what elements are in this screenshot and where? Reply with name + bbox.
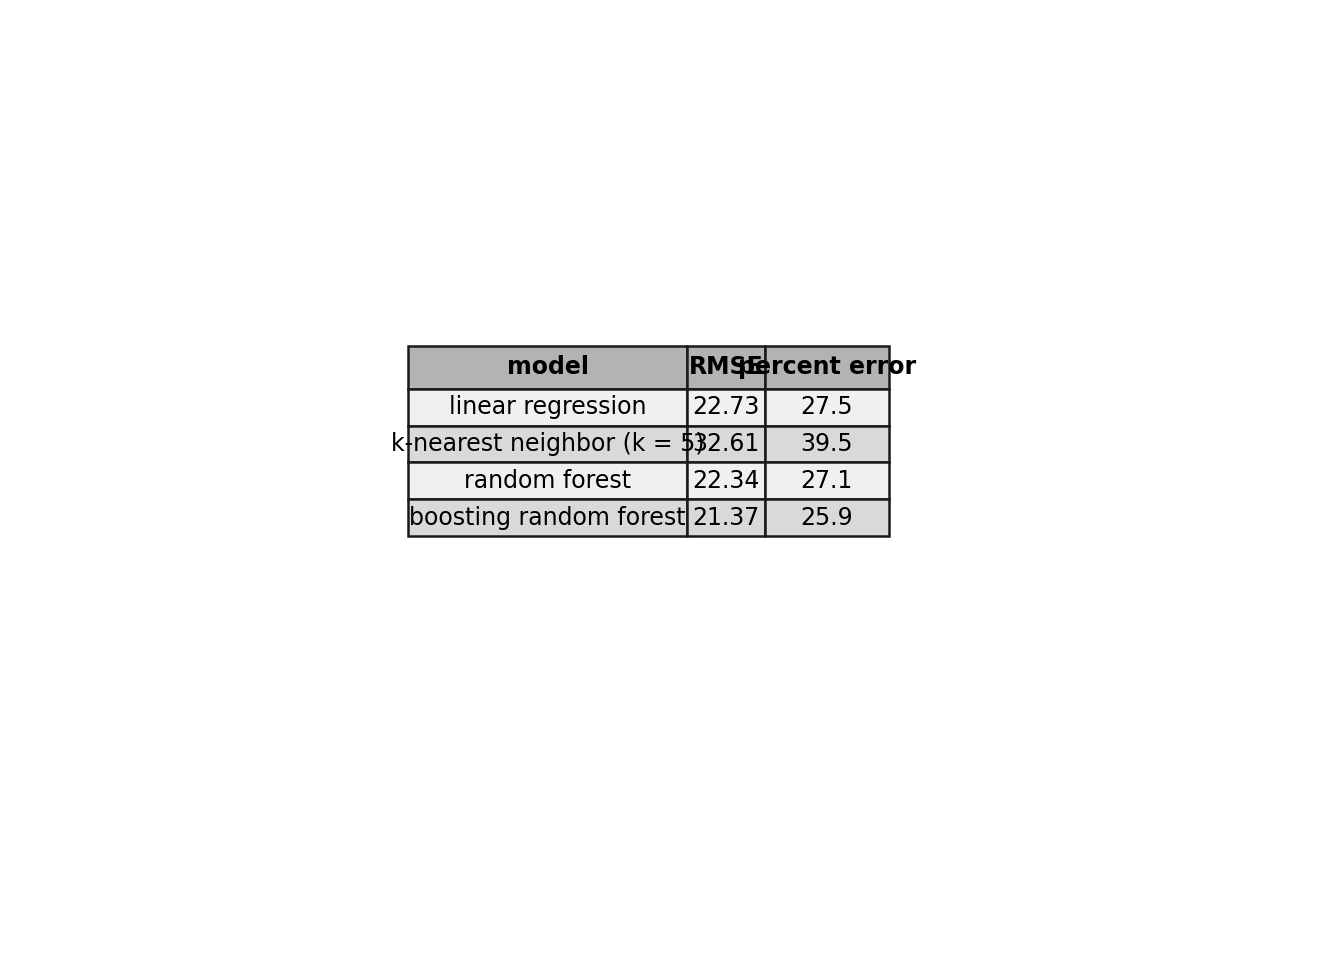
Bar (765, 389, 888, 425)
Text: 22.73: 22.73 (692, 395, 759, 419)
Bar (765, 499, 888, 537)
Text: 39.5: 39.5 (801, 432, 853, 456)
Bar (687, 499, 765, 537)
Text: 27.1: 27.1 (801, 468, 853, 492)
Bar (687, 425, 765, 463)
Bar (409, 499, 687, 537)
Text: random forest: random forest (464, 468, 632, 492)
Bar (765, 463, 888, 499)
Text: percent error: percent error (738, 355, 915, 379)
Bar (409, 425, 687, 463)
Text: k-nearest neighbor (k = 5): k-nearest neighbor (k = 5) (391, 432, 704, 456)
Text: model: model (507, 355, 589, 379)
Bar (765, 347, 888, 389)
Text: linear regression: linear regression (449, 395, 646, 419)
Bar (409, 389, 687, 425)
Text: 32.61: 32.61 (692, 432, 759, 456)
Bar (687, 347, 765, 389)
Bar (687, 389, 765, 425)
Bar (687, 463, 765, 499)
Text: RMSE: RMSE (688, 355, 763, 379)
Bar (409, 347, 687, 389)
Bar (765, 425, 888, 463)
Text: 22.34: 22.34 (692, 468, 759, 492)
Text: 27.5: 27.5 (801, 395, 853, 419)
Bar (409, 463, 687, 499)
Text: 25.9: 25.9 (801, 506, 853, 530)
Text: 21.37: 21.37 (692, 506, 759, 530)
Text: boosting random forest: boosting random forest (410, 506, 685, 530)
